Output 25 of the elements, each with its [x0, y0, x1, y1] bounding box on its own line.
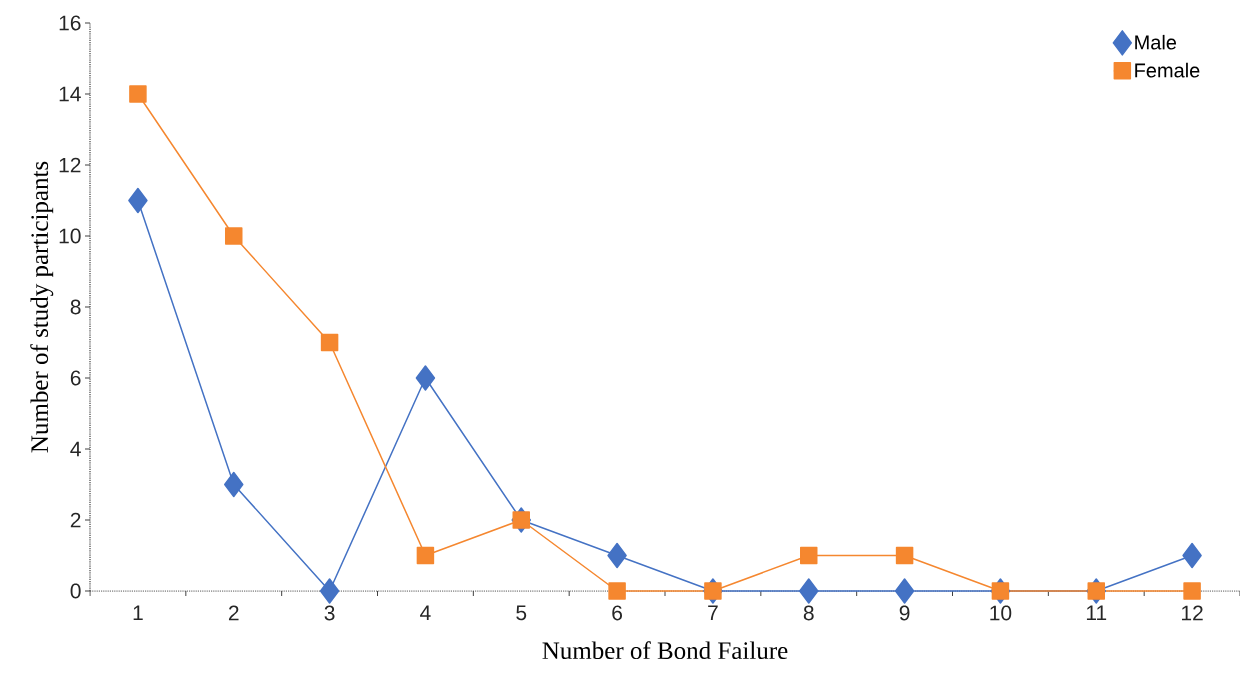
x-axis-title: Number of Bond Failure — [542, 641, 788, 660]
x-tick-label: 4 — [420, 605, 431, 620]
y-tick-label: 16 — [59, 15, 81, 31]
y-tick-label: 10 — [59, 228, 81, 244]
y-tick-label: 6 — [70, 370, 81, 386]
y-tick-label: 0 — [70, 583, 81, 599]
x-tick-label: 9 — [899, 605, 910, 621]
x-tick-label: 12 — [1182, 605, 1203, 621]
x-tick-label: 11 — [1086, 605, 1107, 620]
x-tick-label: 8 — [803, 605, 814, 621]
x-tick-label: 7 — [708, 605, 718, 620]
legend-label: Female — [1135, 62, 1200, 78]
x-tick-label: 5 — [516, 605, 527, 621]
x-tick-label: 10 — [990, 605, 1012, 621]
legend-label: Male — [1135, 34, 1177, 50]
y-tick-label: 12 — [59, 157, 81, 173]
y-tick-label: 4 — [70, 441, 81, 457]
y-tick-label: 14 — [59, 86, 81, 102]
y-axis-title: Number of study participants — [30, 161, 54, 453]
x-tick-label: 3 — [324, 605, 335, 621]
y-tick-label: 8 — [70, 299, 81, 315]
x-tick-label: 6 — [612, 605, 623, 621]
y-tick-label: 2 — [70, 512, 81, 528]
x-tick-label: 2 — [228, 605, 239, 621]
x-tick-label: 1 — [133, 605, 143, 620]
